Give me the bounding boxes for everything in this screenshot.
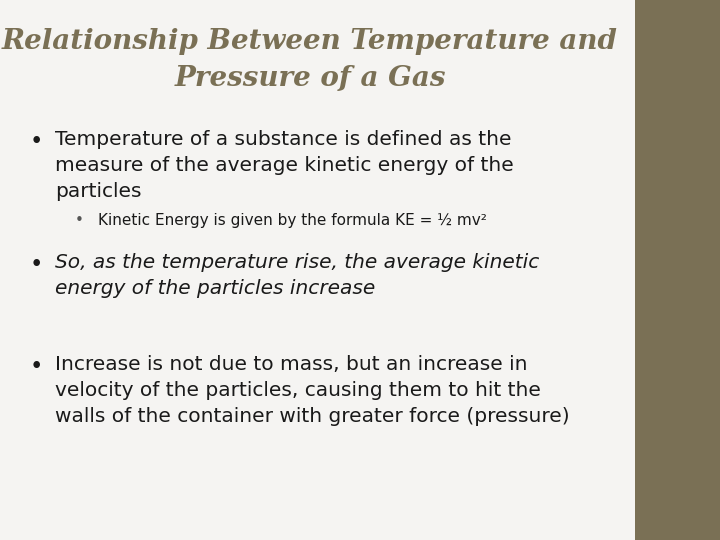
Text: Increase is not due to mass, but an increase in: Increase is not due to mass, but an incr… xyxy=(55,355,528,374)
Text: energy of the particles increase: energy of the particles increase xyxy=(55,279,375,298)
Text: •: • xyxy=(30,130,43,153)
Text: •: • xyxy=(75,213,84,228)
Text: Relationship Between Temperature and: Relationship Between Temperature and xyxy=(2,28,618,55)
Text: walls of the container with greater force (pressure): walls of the container with greater forc… xyxy=(55,407,570,426)
Text: So, as the temperature rise, the average kinetic: So, as the temperature rise, the average… xyxy=(55,253,539,272)
Text: •: • xyxy=(30,253,43,276)
Text: particles: particles xyxy=(55,182,142,201)
Text: Kinetic Energy is given by the formula KE = ½ mv²: Kinetic Energy is given by the formula K… xyxy=(98,213,487,228)
Bar xyxy=(635,0,720,540)
Text: velocity of the particles, causing them to hit the: velocity of the particles, causing them … xyxy=(55,381,541,400)
Text: Temperature of a substance is defined as the: Temperature of a substance is defined as… xyxy=(55,130,511,149)
Text: •: • xyxy=(30,355,43,378)
Text: Pressure of a Gas: Pressure of a Gas xyxy=(174,65,446,92)
Text: measure of the average kinetic energy of the: measure of the average kinetic energy of… xyxy=(55,156,514,175)
